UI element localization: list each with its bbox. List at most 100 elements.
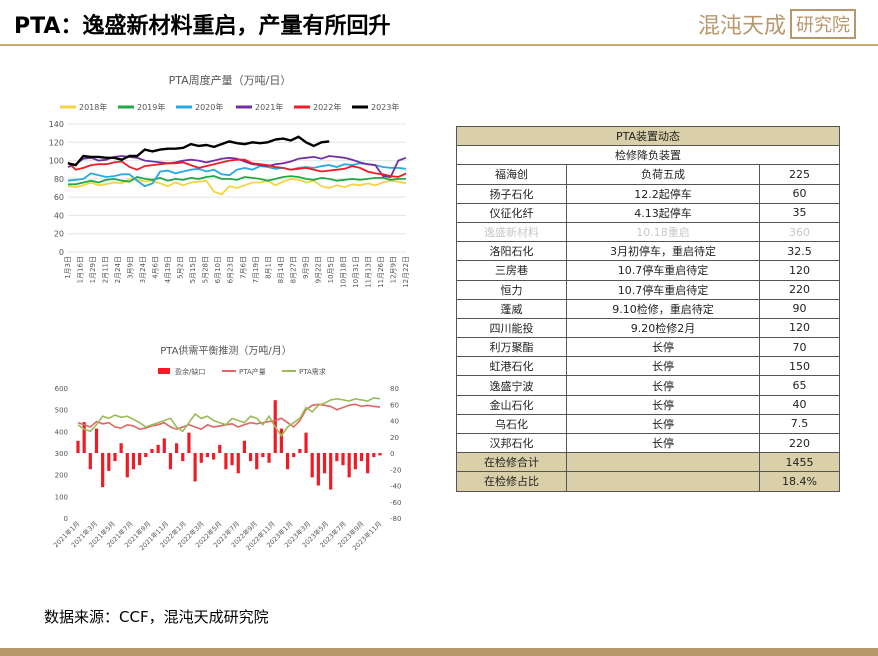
bar (199, 453, 203, 463)
unit-capacity: 60 (759, 183, 840, 204)
ratio-row: 在检修占比 18.4% (456, 471, 840, 492)
x-tick-label: 5月28日 (202, 256, 210, 283)
bar (144, 453, 148, 458)
bar (316, 453, 320, 486)
table-subtitle: 检修降负装置 (456, 145, 840, 166)
x-tick-label: 2月24日 (114, 256, 122, 283)
series-line (68, 175, 406, 186)
unit-name: 乌石化 (456, 413, 567, 435)
legend-label: 2021年 (255, 102, 283, 112)
bar (236, 453, 240, 474)
x-tick-label: 1月16日 (77, 256, 85, 283)
series-line (67, 135, 330, 167)
table-row: 蓬威 9.10检修，重启待定 90 (456, 298, 840, 319)
left-tick-label: 100 (55, 493, 68, 501)
bar (138, 453, 142, 466)
total-row: 在检修合计 1455 (456, 452, 840, 473)
footer-bar (0, 648, 878, 656)
unit-capacity: 120 (759, 317, 840, 339)
bar (261, 453, 265, 458)
left-tick-label: 400 (55, 428, 68, 436)
legend-label: 2020年 (195, 102, 223, 112)
bar (175, 443, 179, 453)
x-tick-label: 6月10日 (214, 256, 222, 283)
series-line (67, 162, 407, 188)
unit-capacity: 220 (759, 432, 840, 454)
bar (322, 453, 327, 474)
legend-label: 2018年 (79, 102, 107, 112)
unit-capacity: 32.5 (759, 241, 840, 262)
x-tick-label: 8月1日 (264, 256, 272, 279)
x-tick-label: 7月6日 (239, 256, 247, 279)
series-line (77, 403, 381, 431)
bar (329, 453, 333, 490)
table-row: 仪征化纤 4.13起停车 35 (456, 202, 840, 223)
table-row: 虹港石化 长停 150 (456, 356, 840, 377)
ratio-row-blank (566, 471, 760, 492)
unit-name: 汉邦石化 (456, 432, 567, 454)
bar (113, 453, 117, 462)
x-tick-label: 10月18日 (339, 256, 347, 288)
legend-label: 2022年 (313, 102, 341, 112)
left-tick-label: 0 (64, 515, 68, 523)
bar (310, 453, 314, 478)
x-tick-label: 1月29日 (89, 256, 97, 283)
bar (366, 453, 370, 474)
bar (82, 422, 86, 453)
unit-status: 负荷五成 (566, 164, 760, 185)
y-tick-label: 20 (54, 230, 64, 239)
bar (285, 453, 290, 470)
x-tick-label: 4月19日 (164, 256, 172, 283)
unit-name: 逸盛新材料 (456, 221, 567, 243)
unit-status: 4.13起停车 (566, 202, 760, 223)
supply-demand-chart: PTA供需平衡推测（万吨/月）盈余/缺口 PTA产量 PTA需求0100200300… (51, 344, 401, 552)
x-tick-label: 8月14日 (277, 256, 285, 283)
unit-status: 10.7停车重启待定 (566, 279, 760, 300)
x-tick-label: 8月27日 (289, 256, 297, 283)
x-tick-label: 2月11日 (102, 256, 110, 283)
y-tick-label: 0 (59, 248, 64, 257)
unit-status: 长停 (566, 394, 760, 415)
bar (353, 453, 357, 470)
x-tick-label: 12月9日 (389, 256, 397, 283)
unit-status: 10.7停车重启待定 (566, 260, 760, 281)
legend-label: PTA需求 (299, 367, 326, 376)
unit-name: 福海创 (456, 164, 567, 185)
bar (125, 453, 129, 478)
bar (218, 444, 222, 453)
pta-unit-table: PTA装置动态 检修降负装置 福海创 负荷五成 225 扬子石化 12.2起停车 60 仪征… (456, 125, 840, 492)
y-tick-label: 40 (54, 211, 64, 220)
legend-label: 2019年 (137, 102, 165, 112)
bar (298, 448, 302, 453)
unit-status: 12.2起停车 (566, 183, 760, 204)
bar (292, 453, 296, 458)
bar (230, 453, 234, 466)
unit-name: 仪征化纤 (456, 202, 567, 223)
unit-status: 3月初停车，重启待定 (566, 241, 760, 262)
unit-status: 长停 (566, 356, 760, 377)
logo-box: 研究院 (790, 9, 856, 39)
series-line (67, 155, 407, 178)
unit-capacity: 225 (759, 164, 840, 185)
unit-capacity: 120 (759, 260, 840, 281)
bar (255, 453, 259, 470)
legend-swatch (158, 368, 170, 374)
right-tick-label: 40 (390, 418, 399, 426)
x-tick-label: 7月19日 (252, 256, 260, 283)
table-row: 逸盛新材料 10.18重启 360 (456, 221, 840, 243)
unit-capacity: 150 (759, 356, 840, 377)
unit-capacity: 65 (759, 375, 840, 396)
unit-name: 恒力 (456, 279, 567, 300)
bar (224, 453, 228, 470)
unit-capacity: 7.5 (759, 413, 840, 435)
bar (131, 453, 136, 470)
x-tick-label: 11月13日 (364, 256, 372, 288)
bar (168, 453, 173, 470)
x-tick-label: 10月31日 (352, 256, 360, 288)
bar (101, 453, 105, 488)
table-row: 四川能投 9.20检修2月 120 (456, 317, 840, 339)
x-tick-label: 5月2日 (177, 256, 185, 279)
y-tick-label: 120 (49, 138, 64, 147)
x-tick-label: 10月5日 (327, 256, 335, 283)
bar (267, 453, 271, 463)
